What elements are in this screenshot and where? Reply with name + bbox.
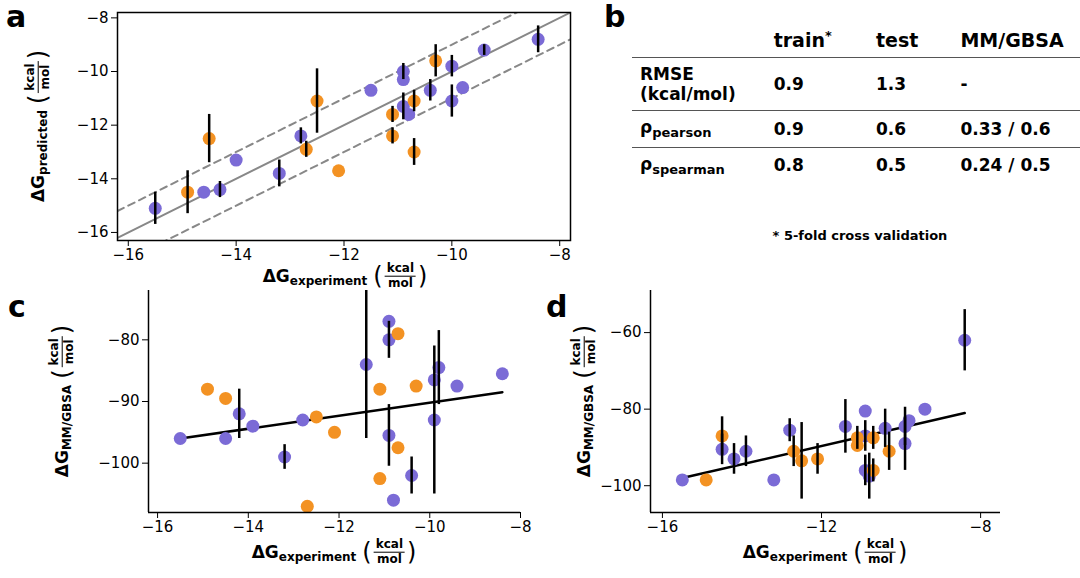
svg-text:−10: −10 <box>436 246 468 264</box>
svg-text:−90: −90 <box>108 392 140 410</box>
html-text:0.9: 0.9 <box>773 119 804 139</box>
svg-text:−14: −14 <box>220 246 252 264</box>
html-text:MM/GBSA: MM/GBSA <box>582 384 596 451</box>
html-text:ΔG: ΔG <box>52 450 72 478</box>
html-text:ΔGexperiment (kcal: ΔGexperiment (kcal <box>742 536 894 566</box>
svg-text:−10: −10 <box>77 62 109 80</box>
svg-text:−100: −100 <box>600 477 641 495</box>
svg-text:−12: −12 <box>806 518 838 536</box>
svg-text:−8: −8 <box>549 246 571 264</box>
html-text:(kcal/mol): (kcal/mol) <box>640 84 736 105</box>
svg-text:−16: −16 <box>77 223 109 241</box>
svg-text:−8: −8 <box>509 518 531 536</box>
html-text:predicted: predicted <box>36 110 50 175</box>
html-text:mol ): mol ) <box>387 262 428 290</box>
svg-text:−60: −60 <box>610 323 642 341</box>
html-text:b: b <box>604 0 626 34</box>
svg-text:−10: −10 <box>414 518 446 536</box>
html-text:mol ): mol ) <box>376 538 417 566</box>
html-text:ΔG: ΔG <box>574 450 594 478</box>
html-text:0.5: 0.5 <box>876 155 907 176</box>
html-text:ΔG: ΔG <box>28 174 48 203</box>
svg-text:−100: −100 <box>98 454 139 472</box>
html-text:0.8: 0.8 <box>773 155 804 176</box>
html-text:train*: train* <box>773 28 832 52</box>
html-text:test: test <box>876 28 919 51</box>
html-text:RMSE: RMSE <box>640 64 694 85</box>
svg-text:−8: −8 <box>970 518 992 536</box>
svg-text:−14: −14 <box>77 170 109 188</box>
svg-text:−12: −12 <box>328 246 360 264</box>
html-text:mol: mol <box>583 339 598 365</box>
html-text:ρspearman: ρspearman <box>640 153 725 178</box>
html-text:ρpearson: ρpearson <box>640 117 712 141</box>
html-text:kcal: kcal <box>46 338 61 366</box>
html-text:0.6: 0.6 <box>876 119 907 139</box>
svg-text:−8: −8 <box>86 9 108 27</box>
svg-text:−12: −12 <box>77 116 109 134</box>
svg-text:−80: −80 <box>610 400 642 418</box>
html-text:MM/GBSA: MM/GBSA <box>960 28 1064 51</box>
html-text:mol ): mol ) <box>867 538 908 566</box>
svg-text:−14: −14 <box>232 518 264 536</box>
html-text:c: c <box>8 289 26 324</box>
html-text:kcal: kcal <box>22 63 37 91</box>
html-text:0.24 / 0.5: 0.24 / 0.5 <box>960 155 1051 176</box>
html-text:* 5-fold cross validation: * 5-fold cross validation <box>772 228 948 243</box>
html-text:ΔGexperiment (kcal: ΔGexperiment (kcal <box>262 260 414 290</box>
html-text:0.9: 0.9 <box>773 74 804 95</box>
svg-text:−16: −16 <box>112 246 144 264</box>
html-text:a: a <box>6 0 27 34</box>
svg-text:−12: −12 <box>323 518 355 536</box>
html-text:mol: mol <box>37 64 52 90</box>
svg-text:−16: −16 <box>647 518 679 536</box>
html-text:kcal: kcal <box>568 338 583 366</box>
html-text:ΔGexperiment (kcal: ΔGexperiment (kcal <box>251 536 403 566</box>
html-text:1.3: 1.3 <box>876 74 907 95</box>
svg-text:−80: −80 <box>108 331 140 349</box>
svg-text:−16: −16 <box>142 518 174 536</box>
html-text:mol: mol <box>61 339 76 365</box>
html-text:0.33 / 0.6: 0.33 / 0.6 <box>960 119 1051 139</box>
html-text:d: d <box>546 289 568 324</box>
html-text:MM/GBSA: MM/GBSA <box>60 384 74 451</box>
